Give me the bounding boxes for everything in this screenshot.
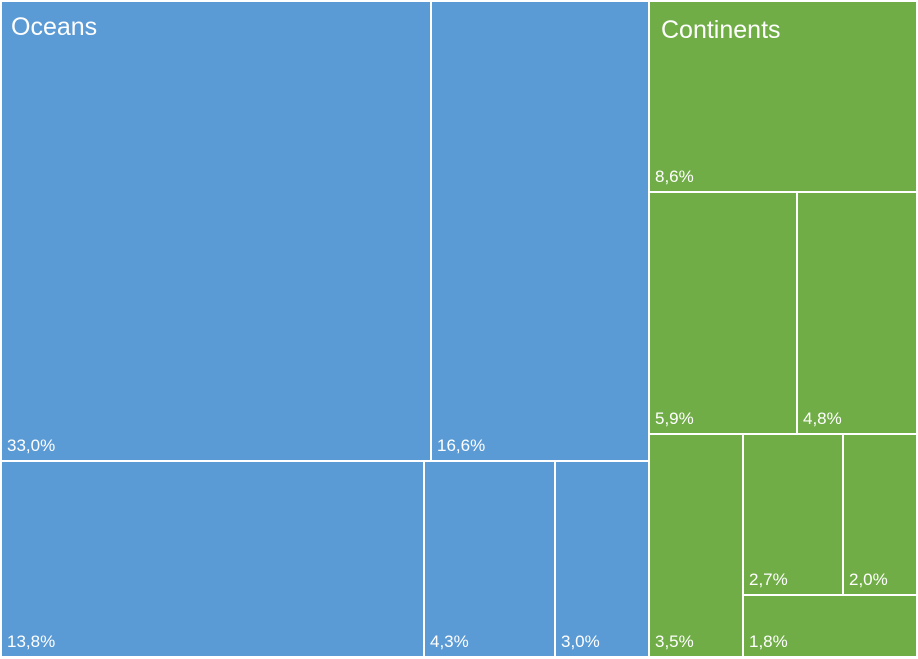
tile-oceans-4 [423,460,556,658]
tile-continents-1 [648,0,918,193]
value-label-oceans-4: 4,3% [430,632,469,651]
value-label-continents-3: 4,8% [803,409,842,428]
value-label-continents-1: 8,6% [655,167,694,186]
value-label-continents-6: 2,0% [849,570,888,589]
tile-continents-4 [648,433,744,658]
value-label-continents-7: 1,8% [749,632,788,651]
tile-continents-5 [742,433,844,596]
treemap-value-labels: 33,0% 16,6% 13,8% 4,3% 3,0% 8,6% 5,9% 4,8% 3,5% 2… [7,167,888,651]
value-label-oceans-5: 3,0% [561,632,600,651]
tile-oceans-1 [0,0,432,462]
tile-continents-6 [842,433,918,596]
value-label-oceans-3: 13,8% [7,632,55,651]
tile-continents-3 [796,191,918,435]
value-label-oceans-1: 33,0% [7,436,55,455]
tile-oceans-3 [0,460,425,658]
value-label-continents-5: 2,7% [749,570,788,589]
tile-continents-7 [742,594,918,658]
group-label-oceans: Oceans [11,13,97,41]
value-label-oceans-2: 16,6% [437,436,485,455]
tile-continents-2 [648,191,798,435]
tile-oceans-2 [430,0,650,462]
tile-oceans-5 [554,460,650,658]
value-label-continents-2: 5,9% [655,409,694,428]
value-label-continents-4: 3,5% [655,632,694,651]
group-label-continents: Continents [661,16,781,44]
